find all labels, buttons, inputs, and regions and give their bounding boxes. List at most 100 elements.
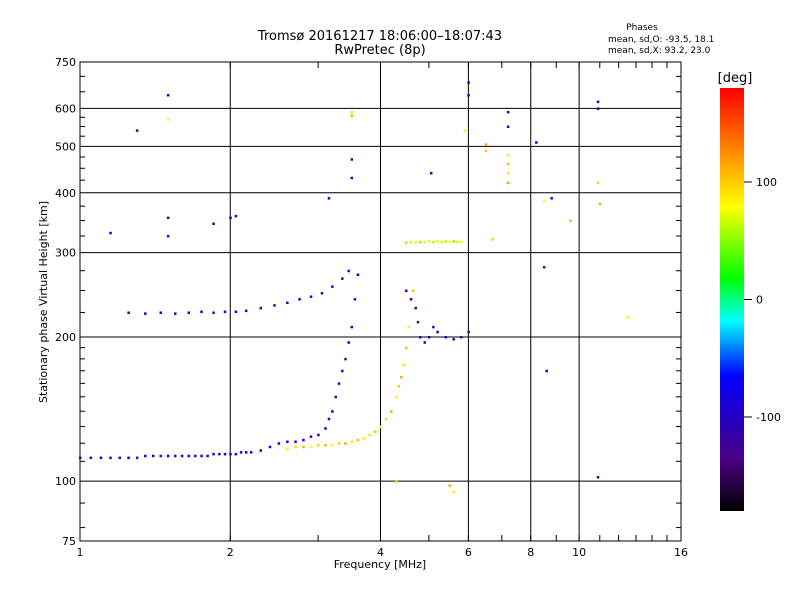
echo-point	[350, 114, 354, 117]
echo-point	[244, 309, 248, 313]
echo-point	[337, 382, 341, 385]
echo-point	[395, 480, 398, 483]
echo-point	[135, 456, 139, 460]
echo-point	[596, 181, 600, 185]
echo-point	[430, 171, 433, 175]
echo-point	[212, 311, 215, 314]
echo-point	[159, 454, 163, 458]
echo-point	[397, 384, 401, 388]
echo-point	[384, 417, 388, 421]
y-axis-ticks: 75 100 200 300 400 500 600 750	[55, 56, 681, 548]
echo-point	[166, 454, 170, 458]
echo-point	[79, 456, 82, 460]
echo-point	[463, 129, 467, 132]
echo-point	[350, 158, 354, 161]
y-tick-label: 300	[55, 247, 76, 260]
colorbar-tick-label: 0	[756, 294, 763, 307]
colorbar-ticks: 100 0 -100	[744, 176, 781, 424]
echo-point	[412, 289, 415, 293]
echo-point	[331, 443, 334, 447]
echo-point	[423, 240, 426, 244]
x-tick-label: 16	[674, 546, 688, 559]
x-axis-ticks: 1 2 4 6 8 10 16	[77, 62, 688, 559]
echo-point	[229, 216, 232, 220]
y-tick-label: 75	[62, 535, 76, 548]
echo-point	[331, 410, 334, 413]
echo-point	[598, 202, 602, 205]
echo-point	[249, 451, 253, 454]
echo-points	[79, 81, 629, 494]
echo-point	[277, 442, 281, 445]
x-tick-label: 4	[377, 546, 384, 559]
echo-point	[456, 240, 459, 244]
echo-point	[206, 454, 209, 458]
echo-point	[436, 330, 439, 334]
echo-point	[166, 118, 170, 121]
echo-point	[223, 452, 227, 456]
echo-point	[414, 306, 417, 310]
echo-point	[409, 240, 413, 244]
stats-line-x: mean, sd,X: 93.2, 23.0	[608, 46, 711, 56]
echo-point	[467, 330, 470, 334]
echo-point	[127, 311, 130, 314]
echo-point	[223, 310, 227, 314]
echo-point	[432, 325, 435, 329]
echo-point	[596, 100, 600, 104]
echo-point	[356, 273, 360, 277]
echo-point	[347, 341, 350, 344]
echo-point	[309, 295, 313, 298]
echo-point	[395, 395, 398, 399]
echo-point	[234, 452, 238, 456]
echo-point	[448, 240, 452, 244]
echo-point	[309, 445, 313, 449]
echo-point	[419, 335, 422, 339]
y-tick-label: 100	[55, 475, 76, 488]
x-tick-label: 10	[572, 546, 586, 559]
phase-colorbar	[720, 88, 744, 511]
echo-point	[273, 304, 276, 307]
x-tick-label: 1	[77, 546, 84, 559]
x-tick-label: 8	[527, 546, 534, 559]
echo-point	[327, 197, 331, 200]
echo-point	[324, 427, 327, 430]
echo-point	[374, 430, 377, 433]
stats-line-o: mean, sd,O: -93.5, 18.1	[608, 35, 714, 45]
echo-point	[347, 269, 350, 273]
echo-point	[194, 454, 197, 458]
echo-point	[409, 298, 413, 301]
colorbar-tick-label: -100	[756, 411, 781, 424]
echo-point	[484, 143, 488, 146]
echo-point	[334, 395, 337, 399]
echo-point	[506, 162, 510, 166]
echo-point	[444, 240, 448, 243]
echo-point	[118, 456, 122, 460]
echo-point	[569, 219, 572, 223]
echo-point	[331, 285, 334, 288]
x-tick-label: 6	[465, 546, 472, 559]
echo-point	[180, 454, 184, 458]
echo-point	[324, 443, 327, 447]
echo-point	[423, 341, 426, 344]
echo-point	[109, 456, 112, 460]
echo-point	[166, 93, 170, 97]
echo-point	[444, 335, 448, 339]
stats-heading: Phases	[626, 23, 658, 33]
echo-point	[467, 81, 470, 84]
echo-point	[268, 445, 272, 449]
echo-point	[596, 476, 600, 479]
echo-point	[432, 240, 435, 244]
echo-point	[535, 141, 538, 144]
echo-point	[286, 301, 289, 305]
y-tick-label: 200	[55, 331, 76, 344]
echo-point	[234, 214, 238, 218]
echo-point	[302, 445, 305, 449]
echo-point	[356, 438, 360, 442]
echo-point	[460, 335, 463, 339]
echo-point	[200, 454, 203, 458]
echo-point	[187, 454, 191, 458]
echo-point	[427, 240, 431, 243]
echo-point	[542, 199, 546, 203]
echo-point	[405, 289, 408, 293]
echo-point	[350, 176, 354, 180]
echo-point	[460, 240, 463, 244]
